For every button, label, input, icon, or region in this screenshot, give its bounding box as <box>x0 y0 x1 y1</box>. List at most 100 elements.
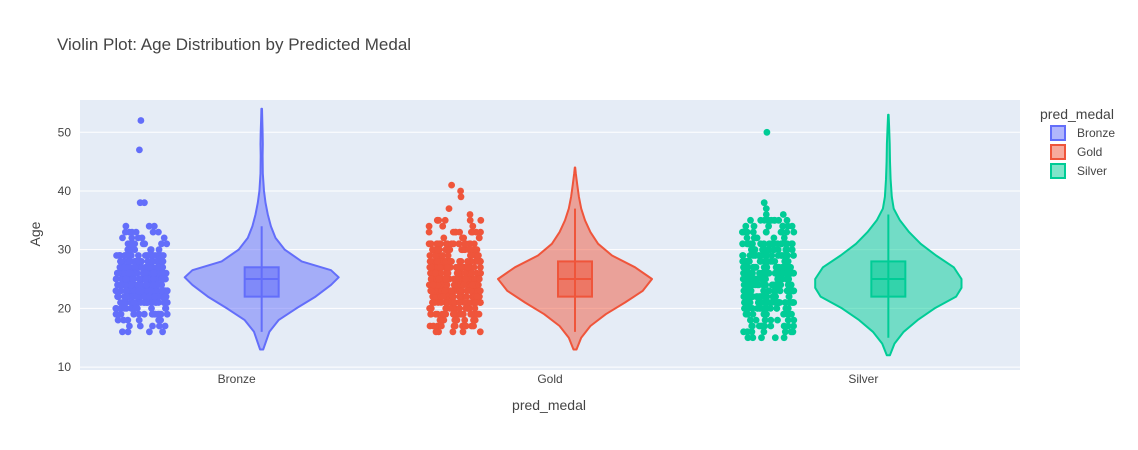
legend-item-bronze[interactable]: Bronze <box>1050 125 1115 141</box>
data-point <box>136 199 144 207</box>
data-point <box>146 328 153 336</box>
data-point <box>145 222 153 230</box>
data-point <box>760 287 767 295</box>
data-point <box>761 310 769 318</box>
data-point <box>129 275 137 283</box>
data-point <box>777 228 785 236</box>
data-point <box>768 240 776 248</box>
data-point <box>473 310 481 318</box>
data-point <box>471 305 479 312</box>
data-point <box>456 258 463 265</box>
data-point <box>428 287 436 295</box>
data-point <box>150 275 157 283</box>
data-point <box>763 269 771 277</box>
data-point <box>437 299 445 306</box>
data-point <box>446 305 454 312</box>
data-point <box>158 258 166 265</box>
legend-label: Bronze <box>1077 126 1115 140</box>
data-point <box>119 234 126 242</box>
data-point <box>779 222 787 230</box>
data-point <box>450 299 458 306</box>
data-point <box>159 269 166 277</box>
data-point <box>427 305 435 312</box>
data-point <box>432 310 440 318</box>
data-point <box>764 216 772 224</box>
data-point <box>448 181 455 189</box>
data-point <box>439 222 447 230</box>
data-point <box>770 246 778 254</box>
data-point <box>466 216 474 224</box>
data-point <box>470 263 478 271</box>
data-point <box>462 240 470 248</box>
legend-item-gold[interactable]: Gold <box>1050 144 1102 160</box>
data-point <box>762 258 770 265</box>
data-point <box>155 228 162 236</box>
data-point <box>781 258 789 265</box>
data-point <box>771 334 779 342</box>
data-point <box>783 269 791 277</box>
data-point <box>149 322 156 330</box>
data-point <box>448 293 456 300</box>
data-point <box>436 316 444 324</box>
data-point <box>440 234 448 242</box>
data-point <box>142 269 149 277</box>
data-point <box>468 310 475 318</box>
violin-traces <box>112 107 963 357</box>
data-point <box>130 299 138 306</box>
data-point <box>147 287 155 295</box>
data-point <box>747 316 754 324</box>
data-point <box>759 275 767 283</box>
data-point <box>148 310 156 318</box>
data-point <box>134 234 142 242</box>
data-point <box>471 316 479 324</box>
data-point <box>753 293 761 300</box>
data-point <box>452 281 460 289</box>
data-point <box>751 281 759 289</box>
data-point <box>750 263 758 271</box>
data-point <box>744 293 752 300</box>
data-point <box>788 240 796 248</box>
data-point <box>436 263 444 271</box>
data-point <box>154 281 162 289</box>
data-point <box>788 222 796 230</box>
data-point <box>444 269 451 277</box>
data-point <box>161 322 169 330</box>
data-point <box>452 275 460 283</box>
data-point <box>477 269 484 277</box>
data-point <box>444 263 451 271</box>
data-point <box>457 193 465 201</box>
violin-trace-silver <box>739 113 963 357</box>
data-point <box>162 305 170 312</box>
data-point <box>755 252 762 259</box>
data-point <box>783 228 791 236</box>
data-point <box>155 246 163 254</box>
data-point <box>427 275 435 283</box>
data-point <box>774 316 781 324</box>
data-point <box>477 216 485 224</box>
data-point <box>122 222 130 230</box>
data-point <box>453 316 461 324</box>
data-point <box>472 299 480 306</box>
data-point <box>127 240 135 248</box>
legend-item-silver[interactable]: Silver <box>1050 163 1107 179</box>
data-point <box>456 228 463 236</box>
data-point <box>112 305 120 312</box>
data-point <box>472 228 480 236</box>
data-point <box>457 263 465 271</box>
data-point <box>773 305 781 312</box>
data-point <box>434 246 442 254</box>
data-point <box>477 263 484 271</box>
y-tick-label: 30 <box>58 243 72 257</box>
data-point <box>136 322 144 330</box>
data-point <box>474 258 481 265</box>
data-point <box>112 287 120 295</box>
data-point <box>742 310 750 318</box>
legend-title: pred_medal <box>1040 106 1114 122</box>
data-point <box>764 246 771 254</box>
data-point <box>784 316 792 324</box>
data-point <box>159 328 167 336</box>
data-point <box>771 269 779 277</box>
data-point <box>429 246 437 254</box>
data-point <box>445 205 453 213</box>
